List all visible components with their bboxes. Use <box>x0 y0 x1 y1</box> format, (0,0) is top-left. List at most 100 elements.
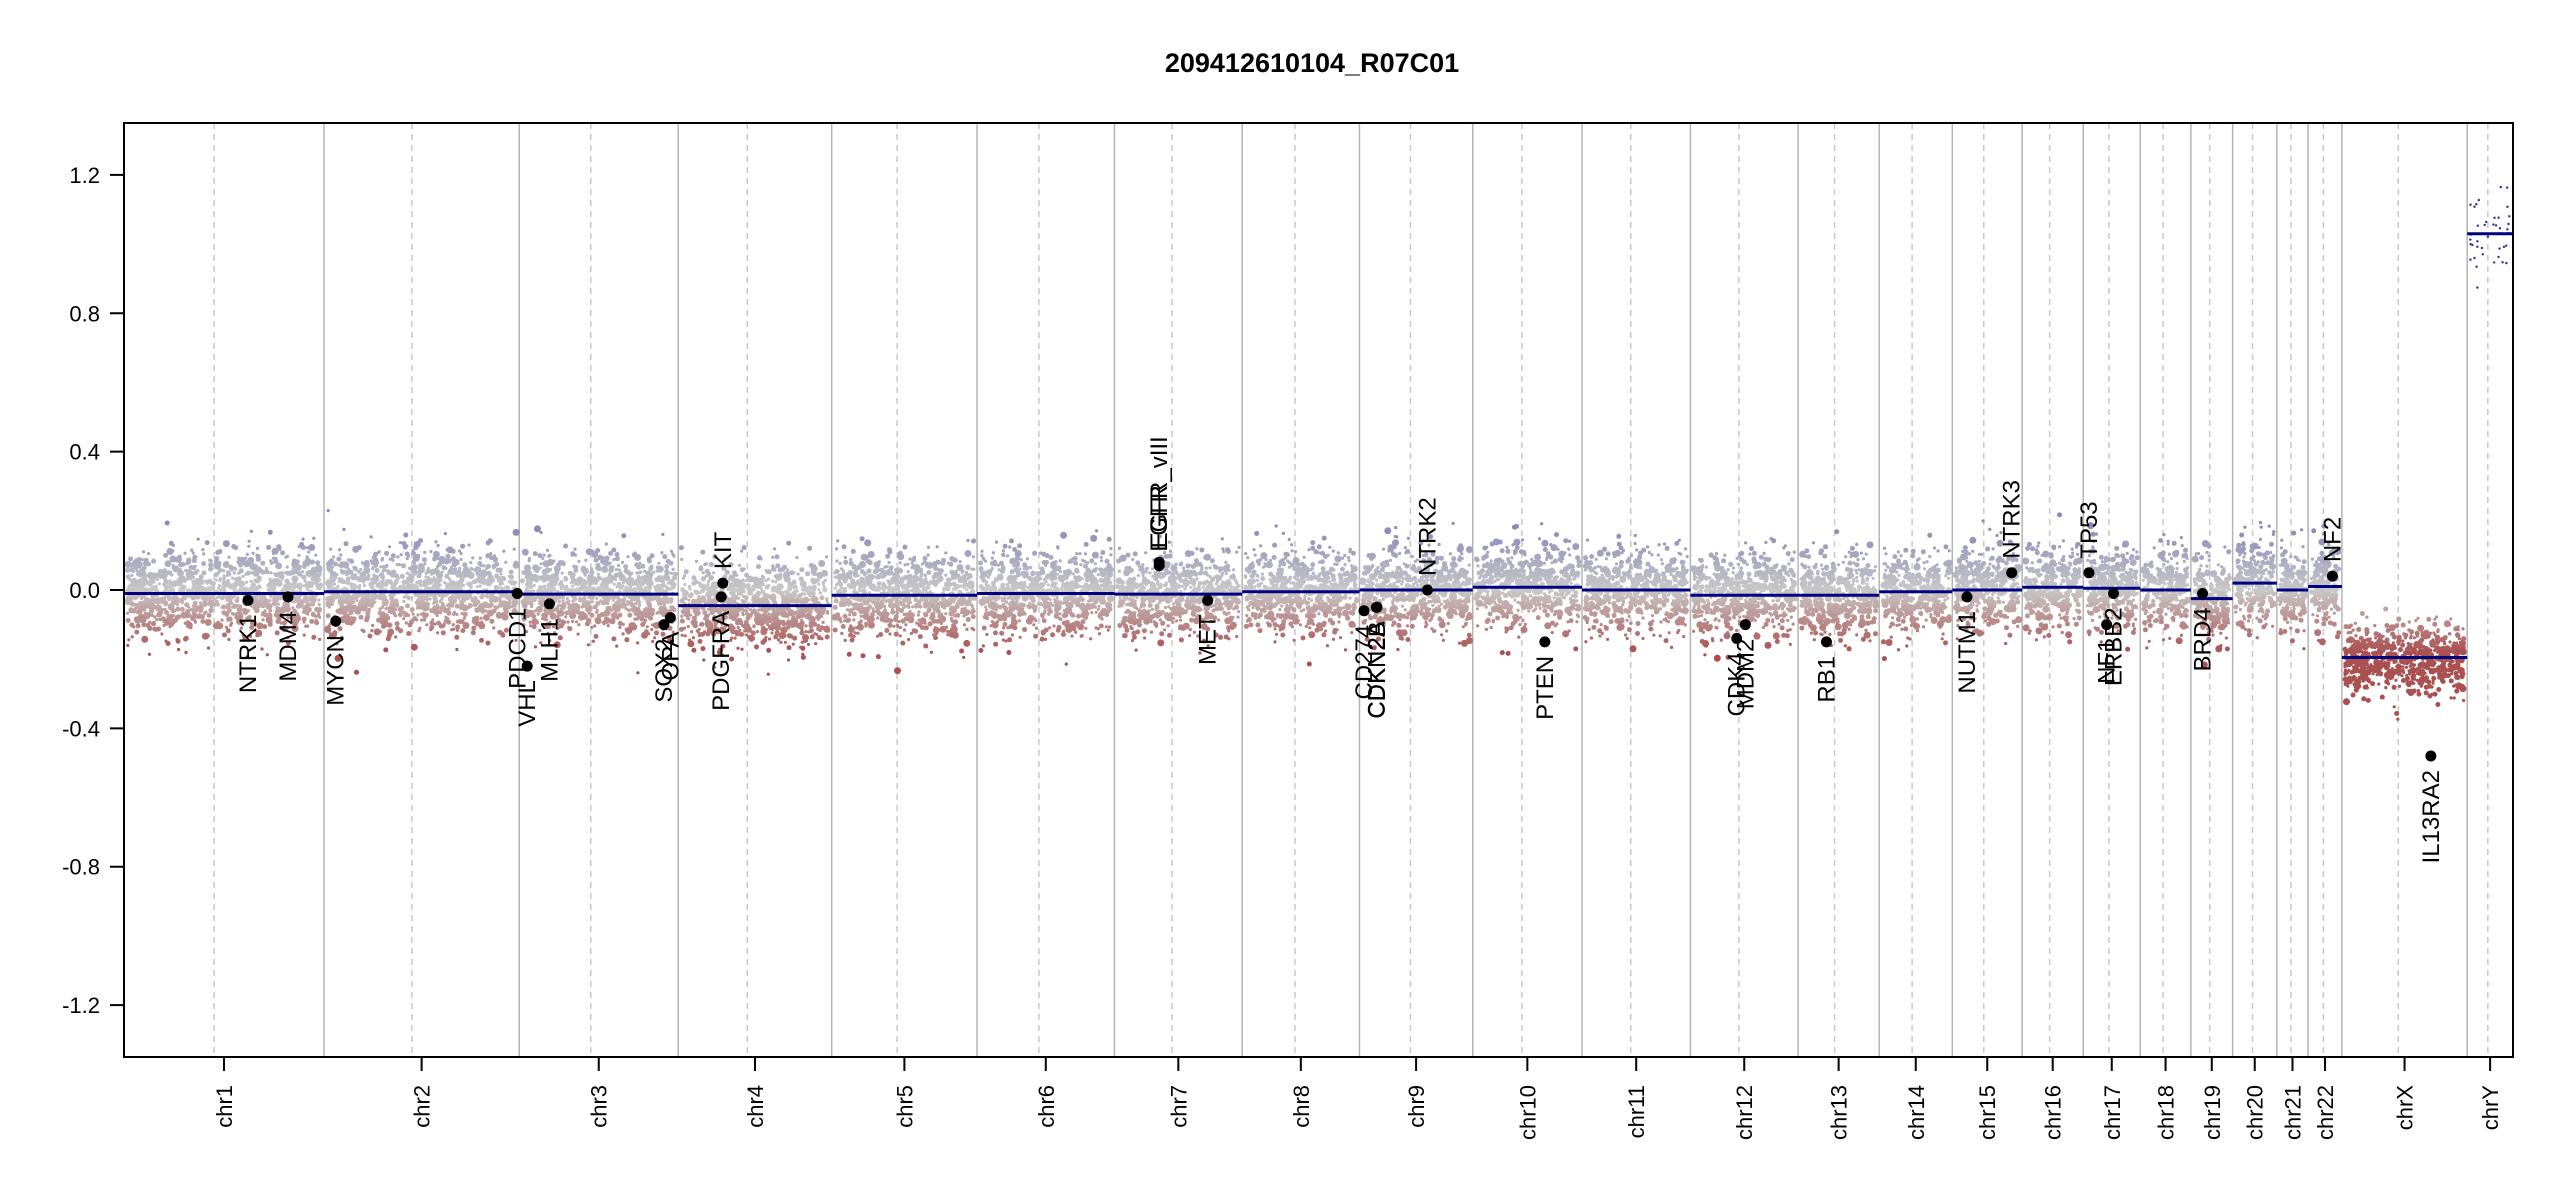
probe-point <box>512 547 516 551</box>
probe-point <box>807 545 813 551</box>
probe-point <box>967 576 971 580</box>
probe-point <box>520 599 526 605</box>
probe-point <box>276 602 280 606</box>
probe-point <box>146 612 152 618</box>
probe-point <box>249 529 253 533</box>
probe-point <box>550 573 556 579</box>
probe-point <box>443 581 447 585</box>
probe-point <box>501 613 509 621</box>
probe-point <box>578 596 582 600</box>
probe-point <box>965 627 969 632</box>
probe-point <box>497 567 503 573</box>
probe-point <box>280 588 284 592</box>
probe-point <box>1008 545 1012 549</box>
probe-point <box>305 555 309 559</box>
probe-point <box>1043 637 1048 642</box>
probe-point <box>570 572 576 578</box>
probe-point <box>660 588 664 592</box>
probe-point <box>771 555 775 559</box>
probe-point <box>215 596 219 600</box>
probe-point <box>337 600 343 606</box>
probe-point <box>373 551 378 557</box>
probe-point <box>886 585 892 591</box>
probe-point <box>757 616 761 620</box>
probe-point <box>860 653 866 659</box>
probe-point <box>406 613 411 618</box>
probe-point <box>593 624 597 628</box>
probe-point <box>146 561 151 567</box>
probe-point <box>800 627 804 631</box>
probe-point <box>908 557 912 561</box>
probe-point <box>484 615 490 621</box>
probe-point <box>849 576 853 580</box>
probe-point <box>590 600 595 604</box>
probe-point <box>766 569 772 575</box>
probe-point <box>141 604 147 610</box>
probe-point <box>147 552 151 556</box>
probe-point <box>151 600 155 604</box>
probe-point <box>354 568 358 572</box>
probe-point <box>325 627 331 633</box>
probe-point <box>213 572 219 578</box>
probe-point <box>379 614 385 619</box>
probe-point <box>227 570 231 574</box>
probe-point <box>917 634 923 640</box>
probe-point <box>924 577 928 581</box>
probe-point <box>818 560 826 567</box>
probe-point <box>707 579 711 584</box>
probe-point <box>532 551 538 557</box>
probe-point <box>650 597 655 602</box>
probe-point <box>740 647 744 651</box>
probe-point <box>254 601 262 609</box>
probe-point <box>572 588 577 592</box>
probe-point <box>189 608 193 612</box>
probe-point <box>380 574 385 580</box>
probe-point <box>876 586 882 592</box>
probe-point <box>918 601 922 605</box>
probe-point <box>1104 558 1110 564</box>
probe-point <box>560 571 564 575</box>
probe-point <box>245 570 251 576</box>
probe-point <box>863 589 867 593</box>
probe-point <box>691 575 697 581</box>
probe-point <box>920 562 925 566</box>
probe-point <box>265 653 269 657</box>
probe-point <box>840 631 844 636</box>
probe-point <box>630 571 634 576</box>
probe-point <box>846 651 852 657</box>
probe-point <box>690 630 694 634</box>
probe-point <box>894 618 898 622</box>
probe-point <box>197 615 202 620</box>
probe-point <box>380 558 384 562</box>
probe-point <box>407 622 413 628</box>
probe-point <box>574 620 579 624</box>
probe-point <box>638 570 642 575</box>
probe-point <box>432 576 436 580</box>
probe-point <box>818 591 823 595</box>
probe-point <box>700 549 706 555</box>
probe-point <box>762 592 768 598</box>
probe-point <box>469 566 474 571</box>
probe-point <box>426 576 431 580</box>
probe-point <box>493 556 499 562</box>
probe-point <box>845 571 851 577</box>
probe-point <box>225 604 231 610</box>
probe-point <box>844 560 848 565</box>
probe-point <box>318 637 322 642</box>
probe-point <box>773 634 779 640</box>
probe-point <box>130 635 134 639</box>
probe-point <box>803 592 807 596</box>
probe-point <box>545 548 550 552</box>
probe-point <box>184 603 188 607</box>
probe-point <box>565 588 569 592</box>
probe-point <box>359 568 363 572</box>
probe-point <box>225 628 231 634</box>
probe-point <box>649 553 655 559</box>
probe-point <box>809 634 815 640</box>
probe-point <box>289 613 294 619</box>
probe-point <box>225 596 231 602</box>
probe-point <box>201 561 207 567</box>
probe-point <box>881 610 887 616</box>
probe-point <box>932 633 936 637</box>
probe-point <box>264 569 270 575</box>
